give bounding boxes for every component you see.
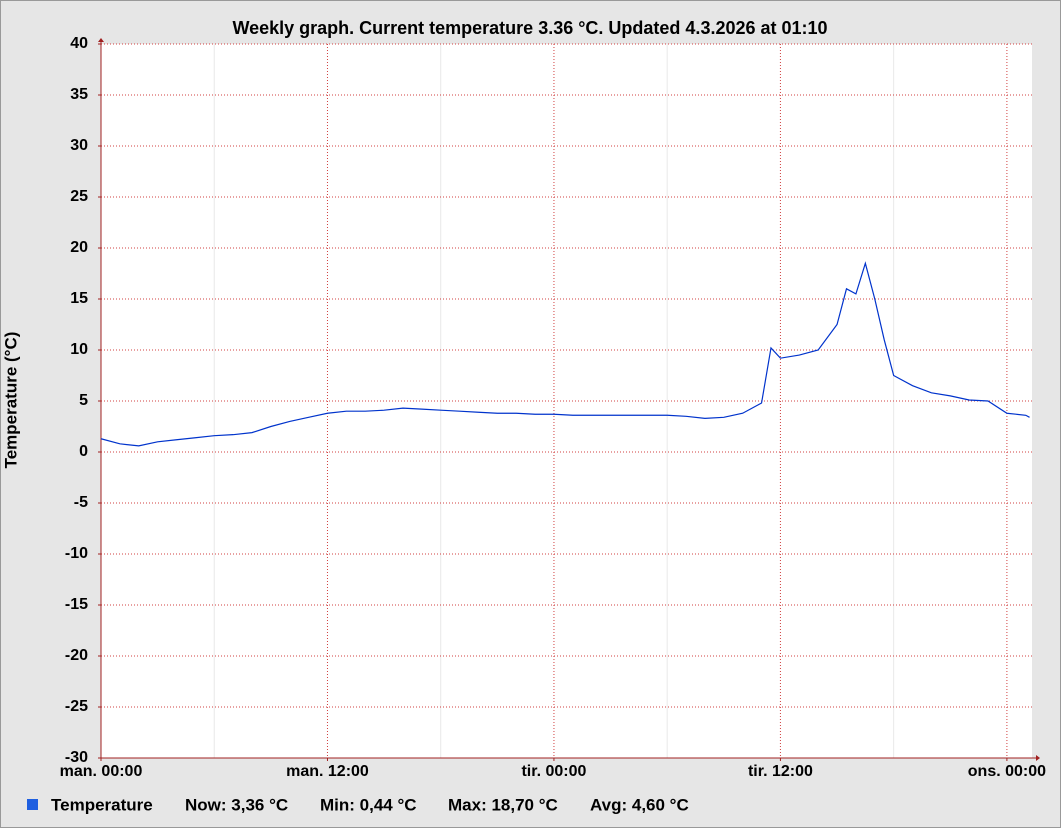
y-tick-label: 15 bbox=[70, 290, 88, 307]
y-tick-label: 35 bbox=[70, 86, 88, 103]
y-tick-label: 20 bbox=[70, 239, 88, 256]
y-tick-label: 40 bbox=[70, 35, 88, 52]
y-tick-label: -10 bbox=[65, 545, 88, 562]
y-tick-label: -30 bbox=[65, 749, 88, 766]
legend-label: Temperature bbox=[51, 795, 153, 814]
x-tick-label: ons. 00:00 bbox=[968, 763, 1046, 780]
x-axis-arrow bbox=[1036, 755, 1040, 761]
y-tick-label: 30 bbox=[70, 137, 88, 154]
y-tick-label: -5 bbox=[74, 494, 88, 511]
chart-title: Weekly graph. Current temperature 3.36 °… bbox=[232, 18, 827, 38]
legend-stat: Now: 3,36 °C bbox=[185, 795, 288, 814]
y-tick-label: 10 bbox=[70, 341, 88, 358]
x-tick-label: tir. 12:00 bbox=[748, 763, 813, 780]
legend-stat: Max: 18,70 °C bbox=[448, 795, 558, 814]
y-tick-label: 0 bbox=[79, 443, 88, 460]
legend-stat: Avg: 4,60 °C bbox=[590, 795, 689, 814]
x-tick-label: tir. 00:00 bbox=[521, 763, 586, 780]
x-tick-label: man. 12:00 bbox=[286, 763, 369, 780]
y-axis-arrow bbox=[98, 38, 104, 42]
y-tick-label: -25 bbox=[65, 698, 88, 715]
legend-stat: Min: 0,44 °C bbox=[320, 795, 417, 814]
y-tick-label: -15 bbox=[65, 596, 88, 613]
x-tick-label: man. 00:00 bbox=[60, 763, 143, 780]
y-tick-label: 5 bbox=[79, 392, 88, 409]
y-axis-label: Temperature (°C) bbox=[1, 332, 20, 469]
y-tick-label: -20 bbox=[65, 647, 88, 664]
series-line bbox=[100, 261, 1030, 447]
y-tick-label: 25 bbox=[70, 188, 88, 205]
legend-swatch bbox=[27, 799, 38, 810]
